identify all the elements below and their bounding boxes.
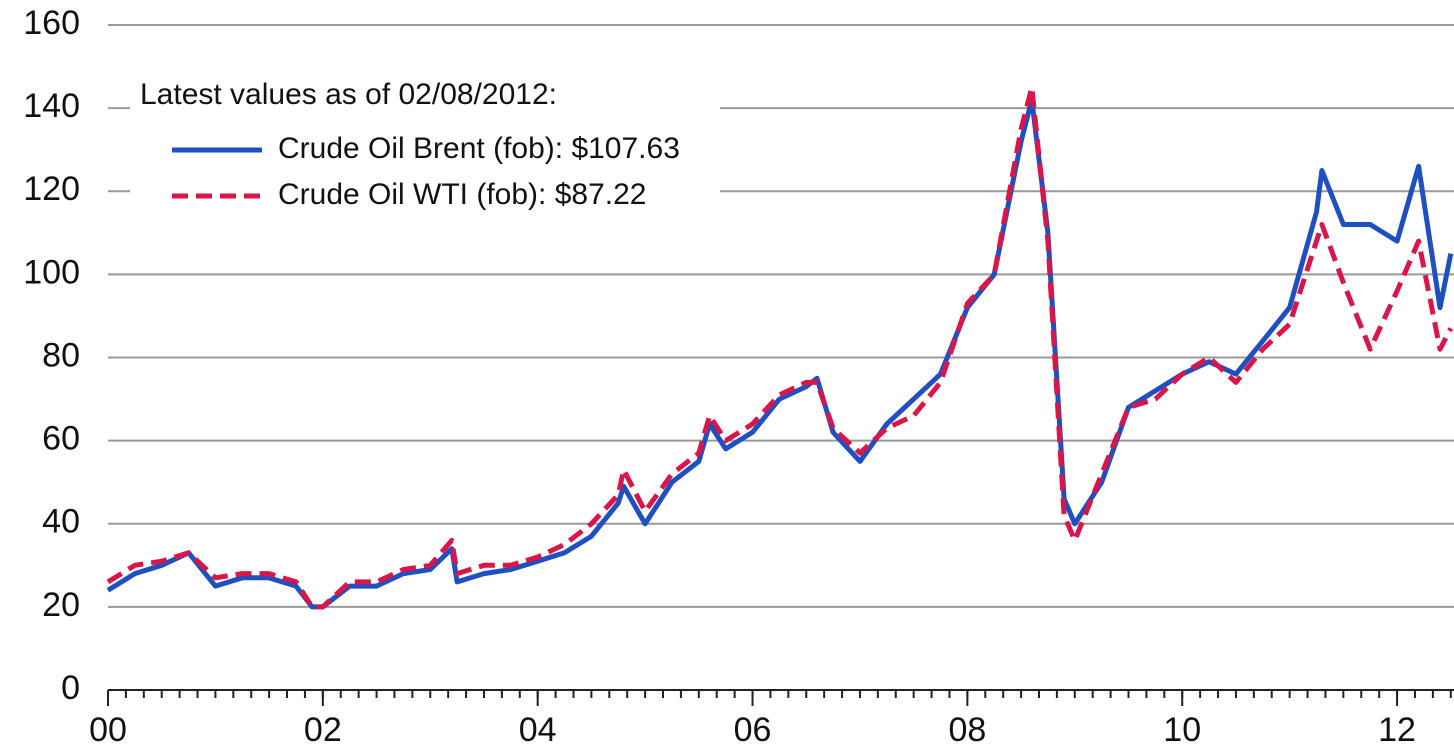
x-tick-label: 08 bbox=[948, 711, 986, 748]
legend-label: Crude Oil WTI (fob): $87.22 bbox=[278, 178, 646, 211]
x-tick-label: 02 bbox=[304, 711, 342, 748]
series-line bbox=[106, 84, 1454, 610]
y-tick-label: 20 bbox=[42, 586, 80, 624]
y-tick-label: 100 bbox=[23, 253, 80, 291]
y-tick-label: 80 bbox=[42, 336, 80, 374]
axes: 0 20 40 60 80 100 120 140 160 00 02 04 06 08 10 12 bbox=[23, 4, 1454, 748]
y-tick-label: 40 bbox=[42, 503, 80, 541]
y-tick-label: 60 bbox=[42, 420, 80, 458]
y-tick-label: 160 bbox=[23, 4, 80, 42]
x-tick-label: 12 bbox=[1378, 711, 1416, 748]
legend-box bbox=[130, 72, 720, 212]
legend-title: Latest values as of 02/08/2012: bbox=[140, 78, 557, 111]
legend: Crude Oil Brent (fob): $107.63 Crude Oil … bbox=[140, 78, 680, 211]
y-tick-label: 140 bbox=[23, 87, 80, 125]
y-tick-label: 120 bbox=[23, 170, 80, 208]
x-tick-label: 04 bbox=[519, 711, 557, 748]
legend-label: Crude Oil Brent (fob): $107.63 bbox=[278, 132, 680, 165]
x-tick-label: 06 bbox=[734, 711, 772, 748]
plot bbox=[106, 84, 1454, 610]
x-tick-label: 00 bbox=[89, 711, 127, 748]
x-tick-label: 10 bbox=[1163, 711, 1201, 748]
series-line bbox=[106, 97, 1454, 610]
y-tick-label: 0 bbox=[61, 669, 80, 707]
